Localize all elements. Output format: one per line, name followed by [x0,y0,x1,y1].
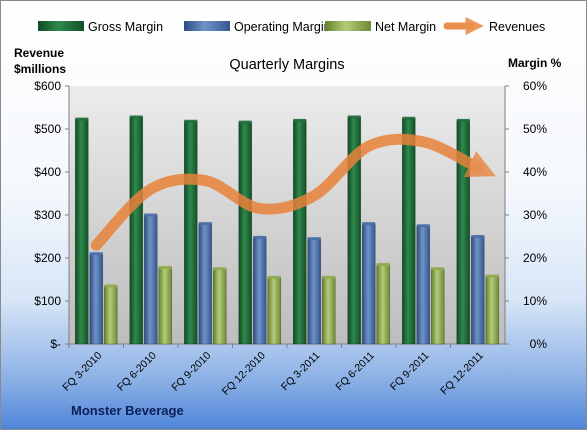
right-axis-ticks: 0% 10% 20% 30% 40% 50% 60% [505,79,547,351]
footer-company-name: Monster Beverage [71,403,184,418]
bar-net-margin [376,264,391,345]
right-tick-label: 50% [523,122,547,136]
bar-net-margin-cap [431,267,445,271]
left-tick-label: $- [50,337,61,351]
bar-gross-margin [292,120,307,345]
left-tick-label: $600 [34,79,61,93]
bar-gross-margin-cap [184,119,198,123]
bar-gross-margin-cap [75,117,89,121]
bar-operating-margin [416,225,431,345]
left-tick-label: $400 [34,165,61,179]
bar-net-margin [321,277,336,345]
bar-net-margin-cap [158,265,172,269]
bar-operating-margin-cap [198,222,212,226]
bar-operating-margin-cap [416,224,430,228]
bar-gross-margin [183,120,198,345]
left-tick-label: $500 [34,122,61,136]
left-axis-title-line1: Revenue [14,46,64,60]
left-axis-ticks: $- $100 $200 $300 $400 $500 $600 [34,79,69,351]
legend-swatch-operating-margin [184,21,230,31]
bar-net-margin-cap [485,274,499,278]
bar-operating-margin [361,223,376,345]
x-axis-ticks: FQ 3-2010 FQ 6-2010 FQ 9-2010 FQ 12-2010 FQ … [60,344,486,398]
bar-operating-margin [307,238,322,345]
x-tick-label: FQ 3-2010 [60,350,104,394]
bar-net-margin [158,267,173,345]
x-tick-label: FQ 12-2011 [438,350,486,398]
bar-operating-margin-cap [471,235,485,238]
bar-operating-margin-cap [253,235,267,239]
bar-net-margin-cap [322,275,336,279]
left-tick-label: $300 [34,208,61,222]
x-tick-label: FQ 6-2010 [115,350,159,394]
bar-operating-margin [252,237,267,345]
revenue-line-layer [90,133,496,251]
bar-gross-margin-cap [238,120,252,124]
bar-gross-margin-cap [402,116,416,120]
legend-swatch-net-margin [325,21,371,31]
left-axis-title-line2: $millions [14,62,66,76]
bar-net-margin-cap [267,275,281,279]
right-tick-label: 60% [523,79,547,93]
bar-net-margin [267,277,282,345]
bar-net-margin [103,285,118,345]
bar-gross-margin [129,116,144,345]
left-tick-label: $100 [34,294,61,308]
bar-gross-margin-cap [456,118,470,122]
legend-label-revenues: Revenues [489,20,545,34]
legend-label-gross-margin: Gross Margin [88,20,163,34]
bar-gross-margin [238,121,253,345]
bar-net-margin-cap [376,262,390,266]
bar-net-margin [430,268,445,345]
right-tick-label: 0% [530,337,548,351]
bar-operating-margin [143,214,158,345]
right-tick-label: 30% [523,208,547,222]
bar-gross-margin-cap [129,115,143,119]
x-tick-label: FQ 6-2011 [333,350,377,394]
x-tick-label: FQ 3-2011 [279,350,323,394]
left-tick-label: $200 [34,251,61,265]
bar-net-margin [212,268,227,345]
bar-net-margin [485,275,500,345]
bar-operating-margin [470,236,485,345]
bar-operating-margin-cap [144,213,158,217]
x-tick-label: FQ 12-2010 [220,350,268,398]
right-tick-label: 40% [523,165,547,179]
chart-title: Quarterly Margins [229,57,344,73]
bar-operating-margin-cap [89,252,103,256]
right-tick-label: 20% [523,251,547,265]
x-tick-label: FQ 9-2010 [169,350,213,394]
right-tick-label: 10% [523,294,547,308]
bar-gross-margin [401,117,416,345]
bar-operating-margin-cap [307,237,321,241]
legend: Gross Margin Operating Margin Net Margin… [38,16,545,36]
bar-operating-margin [89,253,104,345]
bar-operating-margin [198,223,213,345]
bar-gross-margin-cap [293,118,307,122]
bar-net-margin-cap [213,267,227,271]
bar-gross-margin [74,118,89,345]
bar-net-margin-cap [104,284,118,288]
legend-swatch-gross-margin [38,21,84,31]
x-tick-label: FQ 9-2011 [388,350,432,394]
bar-operating-margin-cap [362,222,376,226]
bar-gross-margin-cap [347,115,361,119]
revenue-line-series [90,133,496,251]
legend-label-operating-margin: Operating Margin [234,20,331,34]
right-axis-title: Margin % [508,56,562,70]
legend-label-net-margin: Net Margin [375,20,436,34]
